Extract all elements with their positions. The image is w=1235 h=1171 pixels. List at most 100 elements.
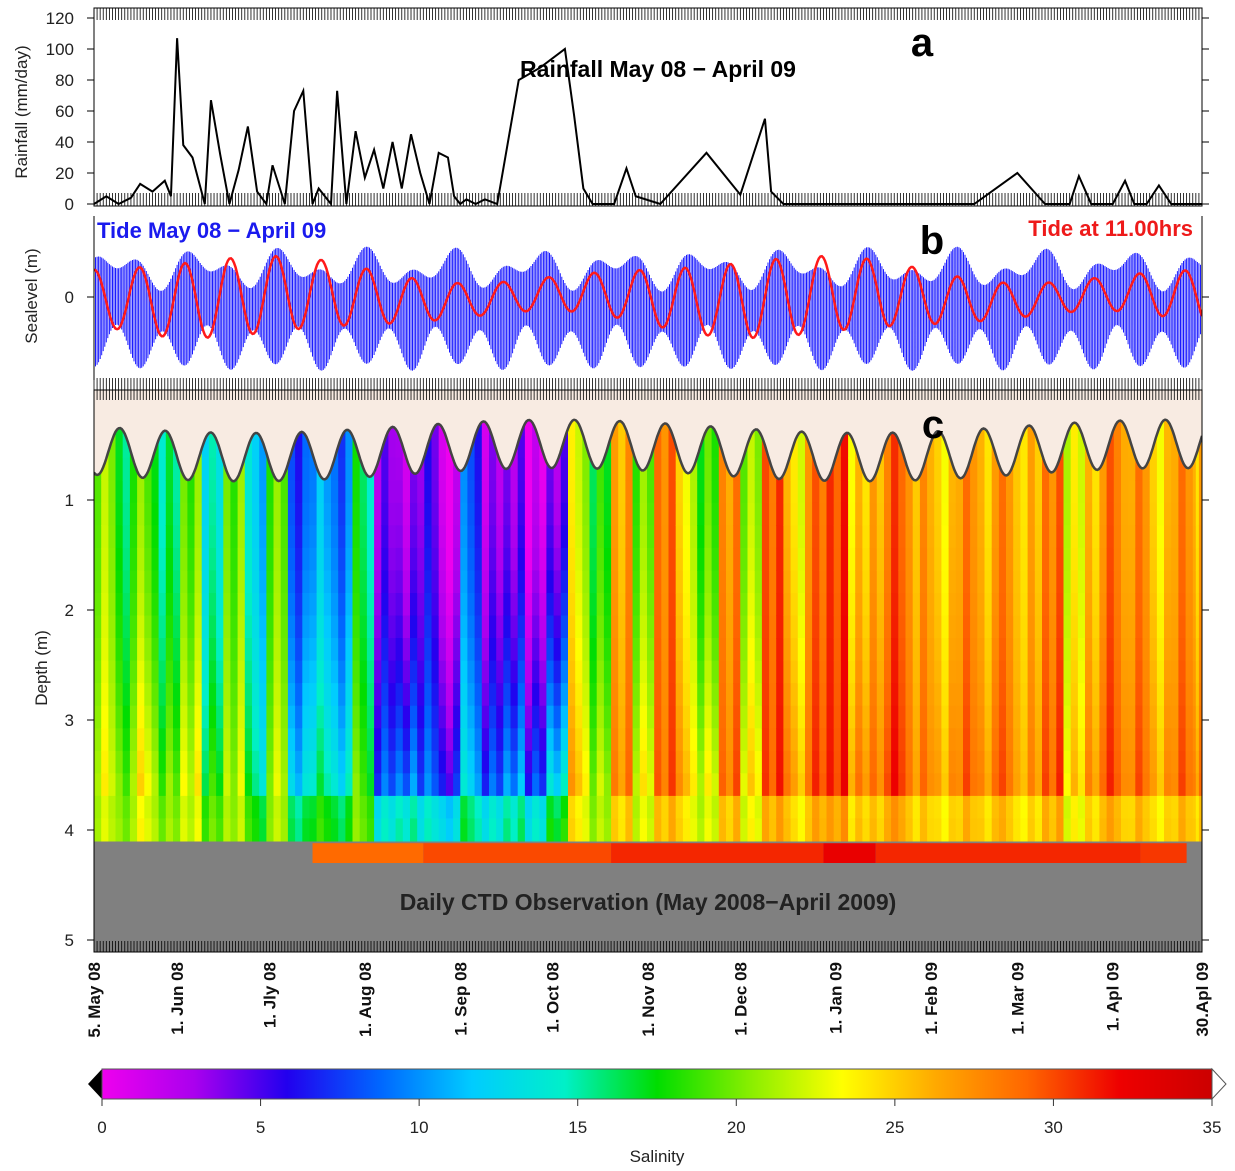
heatmap-cell xyxy=(158,525,167,549)
heatmap-cell xyxy=(941,525,950,549)
heatmap-cell xyxy=(819,818,828,842)
heatmap-cell xyxy=(912,795,921,819)
heatmap-cell xyxy=(977,638,986,662)
heatmap-cell xyxy=(963,638,971,662)
heatmap-cell xyxy=(1063,638,1072,662)
heatmap-cell xyxy=(553,773,562,797)
heatmap-cell xyxy=(948,683,957,707)
heatmap-cell xyxy=(1049,502,1057,526)
heatmap-cell xyxy=(453,728,461,752)
heatmap-cell xyxy=(158,795,167,819)
heatmap-cell xyxy=(481,795,490,819)
heatmap-cell xyxy=(826,502,835,526)
heatmap-cell xyxy=(984,728,993,752)
heatmap-cell xyxy=(1164,457,1172,481)
heatmap-cell xyxy=(165,728,174,752)
heatmap-cell xyxy=(388,615,397,639)
heatmap-cell xyxy=(144,547,153,571)
heatmap-cell xyxy=(761,818,770,842)
heatmap-cell xyxy=(797,683,806,707)
heatmap-cell xyxy=(230,750,239,774)
heatmap-cell xyxy=(309,457,318,481)
heatmap-cell xyxy=(431,457,440,481)
heatmap-cell xyxy=(137,773,145,797)
heatmap-cell xyxy=(560,728,569,752)
heatmap-cell xyxy=(208,525,217,549)
heatmap-cell xyxy=(675,502,684,526)
heatmap-cell xyxy=(208,728,217,752)
heatmap-cell xyxy=(201,480,210,504)
panel-b-ylabel: Sealevel (m) xyxy=(22,248,41,343)
heatmap-cell xyxy=(122,525,131,549)
heatmap-cell xyxy=(424,593,433,617)
heatmap-cell xyxy=(381,750,390,774)
heatmap-cell xyxy=(194,795,203,819)
heatmap-cell xyxy=(445,795,454,819)
heatmap-cell xyxy=(776,728,784,752)
heatmap-cell xyxy=(560,773,569,797)
heatmap-cell xyxy=(733,525,741,549)
heatmap-cell xyxy=(884,773,892,797)
heatmap-cell xyxy=(108,570,117,594)
heatmap-cell xyxy=(374,728,382,752)
heatmap-cell xyxy=(618,457,626,481)
heatmap-cell xyxy=(682,593,691,617)
heatmap-cell xyxy=(1070,638,1079,662)
heatmap-cell xyxy=(891,570,899,594)
heatmap-cell xyxy=(158,773,167,797)
heatmap-cell xyxy=(1049,795,1057,819)
panel-a-ytick-label: 100 xyxy=(46,40,74,59)
heatmap-cell xyxy=(1135,728,1144,752)
panel-b-ytick-label: 0 xyxy=(65,288,74,307)
heatmap-cell xyxy=(244,547,253,571)
heatmap-cell xyxy=(747,795,756,819)
heatmap-cell xyxy=(151,480,160,504)
heatmap-cell xyxy=(984,547,993,571)
x-date-label: 5. May 08 xyxy=(85,962,104,1038)
heatmap-cell xyxy=(1149,660,1158,684)
heatmap-cell xyxy=(1085,570,1093,594)
heatmap-cell xyxy=(898,683,907,707)
heatmap-cell xyxy=(187,750,196,774)
heatmap-cell xyxy=(733,660,741,684)
heatmap-cell xyxy=(223,818,232,842)
heatmap-cell xyxy=(1056,683,1065,707)
heatmap-cell xyxy=(359,525,368,549)
heatmap-cell xyxy=(352,615,361,639)
heatmap-cell xyxy=(1113,795,1122,819)
heatmap-cell xyxy=(1156,773,1165,797)
heatmap-cell xyxy=(733,547,741,571)
heatmap-cell xyxy=(991,705,1000,729)
heatmap-cell xyxy=(108,525,117,549)
heatmap-cell xyxy=(94,547,102,571)
heatmap-cell xyxy=(711,795,720,819)
panel-c-bottom-day-ticks xyxy=(93,941,1203,952)
heatmap-cell xyxy=(1106,615,1115,639)
heatmap-cell xyxy=(603,525,612,549)
heatmap-cell xyxy=(977,502,986,526)
heatmap-cell xyxy=(1121,457,1129,481)
heatmap-cell xyxy=(424,795,433,819)
heatmap-cell xyxy=(208,683,217,707)
heatmap-cell xyxy=(840,570,849,594)
heatmap-cell xyxy=(503,480,512,504)
heatmap-cell xyxy=(517,795,526,819)
heatmap-cell xyxy=(460,570,469,594)
heatmap-cell xyxy=(216,547,224,571)
heatmap-cell xyxy=(539,705,548,729)
heatmap-cell xyxy=(1077,502,1086,526)
heatmap-cell xyxy=(460,547,469,571)
heatmap-cell xyxy=(115,638,124,662)
heatmap-cell xyxy=(1135,615,1144,639)
heatmap-cell xyxy=(1195,795,1200,819)
heatmap-cell xyxy=(840,660,849,684)
heatmap-cell xyxy=(194,773,203,797)
heatmap-cell xyxy=(266,547,275,571)
heatmap-cell xyxy=(1149,570,1158,594)
heatmap-cell xyxy=(790,457,799,481)
heatmap-cell xyxy=(302,457,311,481)
heatmap-cell xyxy=(632,502,641,526)
heatmap-cell xyxy=(165,480,174,504)
heatmap-cell xyxy=(94,773,102,797)
heatmap-cell xyxy=(115,750,124,774)
